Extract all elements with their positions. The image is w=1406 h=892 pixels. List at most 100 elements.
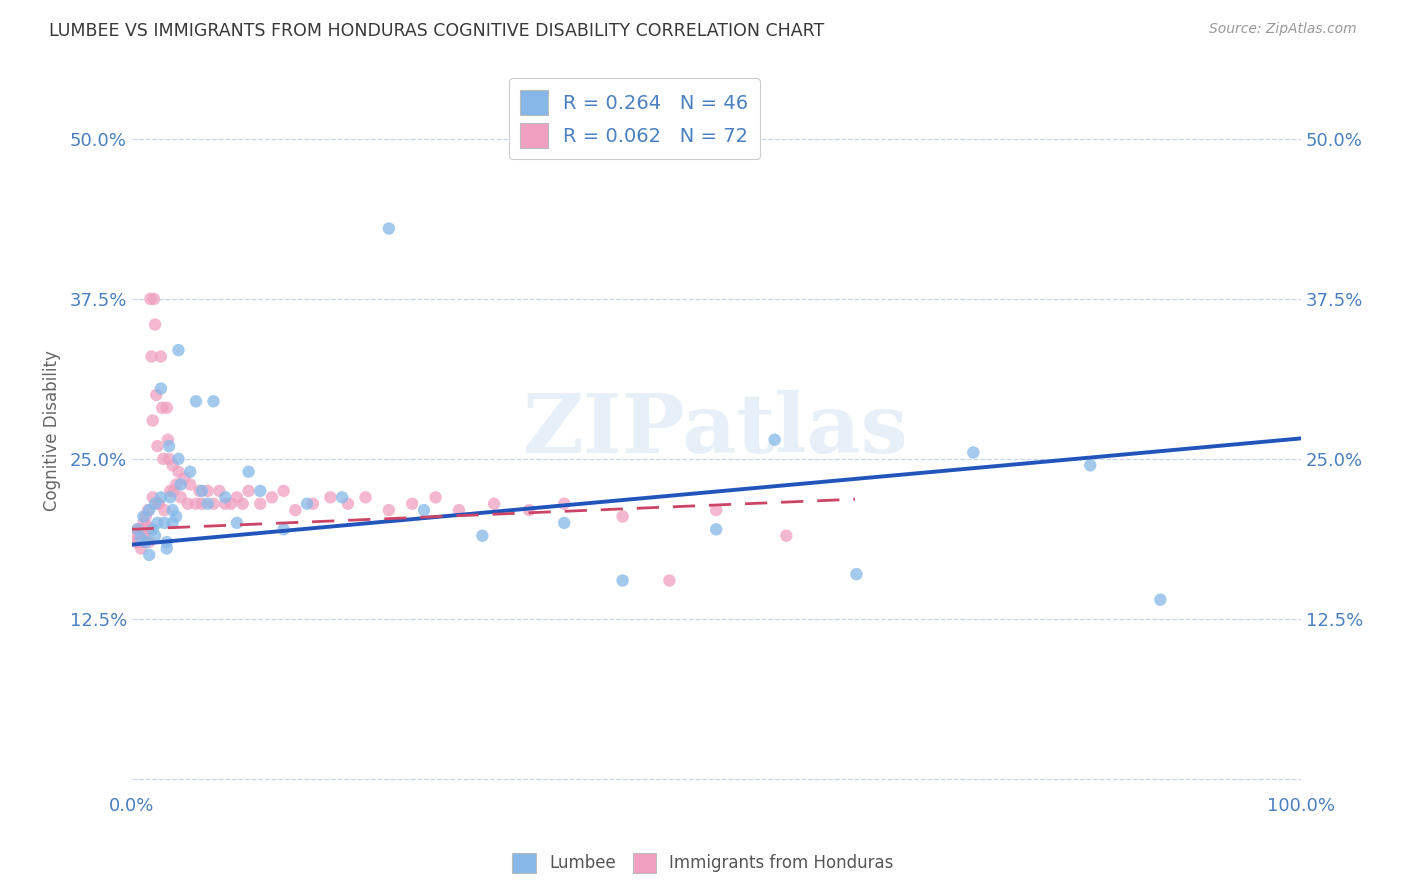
Point xyxy=(138,522,160,536)
Point xyxy=(1149,592,1171,607)
Point xyxy=(134,526,156,541)
Point xyxy=(845,567,868,582)
Point xyxy=(156,433,179,447)
Point xyxy=(471,529,494,543)
Point xyxy=(763,433,786,447)
Point xyxy=(249,497,271,511)
Point xyxy=(447,503,470,517)
Point xyxy=(162,516,184,530)
Point xyxy=(184,394,207,409)
Point xyxy=(191,497,214,511)
Point xyxy=(354,491,377,505)
Legend: Lumbee, Immigrants from Honduras: Lumbee, Immigrants from Honduras xyxy=(506,847,900,880)
Point xyxy=(553,497,575,511)
Point xyxy=(138,535,160,549)
Point xyxy=(197,483,219,498)
Point xyxy=(149,491,172,505)
Point xyxy=(378,503,401,517)
Point xyxy=(146,516,169,530)
Point xyxy=(188,483,211,498)
Point xyxy=(128,531,150,545)
Point xyxy=(142,413,165,427)
Point xyxy=(202,497,225,511)
Point xyxy=(197,497,219,511)
Point xyxy=(141,350,163,364)
Point xyxy=(191,483,214,498)
Point xyxy=(149,382,172,396)
Point xyxy=(401,497,423,511)
Point xyxy=(553,516,575,530)
Point xyxy=(295,497,318,511)
Point xyxy=(1078,458,1101,473)
Point xyxy=(167,465,190,479)
Point xyxy=(124,529,146,543)
Point xyxy=(146,439,169,453)
Point xyxy=(129,531,152,545)
Point xyxy=(165,477,187,491)
Point xyxy=(153,503,176,517)
Point xyxy=(159,483,181,498)
Point xyxy=(125,535,148,549)
Text: Source: ZipAtlas.com: Source: ZipAtlas.com xyxy=(1209,22,1357,37)
Point xyxy=(159,491,181,505)
Point xyxy=(336,497,359,511)
Point xyxy=(162,503,184,517)
Point xyxy=(284,503,307,517)
Point xyxy=(273,483,295,498)
Y-axis label: Cognitive Disability: Cognitive Disability xyxy=(44,350,60,510)
Point xyxy=(148,497,170,511)
Point xyxy=(163,483,186,498)
Point xyxy=(704,503,727,517)
Point xyxy=(156,541,179,556)
Point xyxy=(225,516,247,530)
Point xyxy=(413,503,436,517)
Point xyxy=(179,465,201,479)
Point xyxy=(156,401,179,415)
Legend: R = 0.264   N = 46, R = 0.062   N = 72: R = 0.264 N = 46, R = 0.062 N = 72 xyxy=(509,78,761,160)
Point xyxy=(177,497,200,511)
Point xyxy=(138,548,160,562)
Point xyxy=(139,292,162,306)
Point xyxy=(260,491,283,505)
Point xyxy=(612,574,634,588)
Point xyxy=(273,522,295,536)
Point xyxy=(330,491,353,505)
Point xyxy=(173,471,195,485)
Point xyxy=(145,388,167,402)
Point xyxy=(157,439,180,453)
Point xyxy=(157,451,180,466)
Text: ZIPatlas: ZIPatlas xyxy=(523,390,908,470)
Point xyxy=(138,503,160,517)
Point xyxy=(135,535,157,549)
Point xyxy=(170,477,193,491)
Point xyxy=(214,491,236,505)
Point xyxy=(167,451,190,466)
Point xyxy=(612,509,634,524)
Point xyxy=(150,401,173,415)
Point xyxy=(129,535,152,549)
Point xyxy=(425,491,447,505)
Point xyxy=(214,497,236,511)
Point xyxy=(238,483,260,498)
Point xyxy=(142,522,165,536)
Point xyxy=(143,318,166,332)
Point xyxy=(128,526,150,541)
Point xyxy=(170,491,193,505)
Point xyxy=(319,491,342,505)
Point xyxy=(202,394,225,409)
Point xyxy=(149,350,172,364)
Point xyxy=(127,522,149,536)
Point xyxy=(135,518,157,533)
Text: LUMBEE VS IMMIGRANTS FROM HONDURAS COGNITIVE DISABILITY CORRELATION CHART: LUMBEE VS IMMIGRANTS FROM HONDURAS COGNI… xyxy=(49,22,824,40)
Point xyxy=(225,491,247,505)
Point xyxy=(165,509,187,524)
Point xyxy=(962,445,984,459)
Point xyxy=(143,529,166,543)
Point xyxy=(132,516,155,530)
Point xyxy=(775,529,797,543)
Point xyxy=(131,522,153,536)
Point xyxy=(132,531,155,545)
Point xyxy=(238,465,260,479)
Point xyxy=(127,522,149,536)
Point xyxy=(152,451,174,466)
